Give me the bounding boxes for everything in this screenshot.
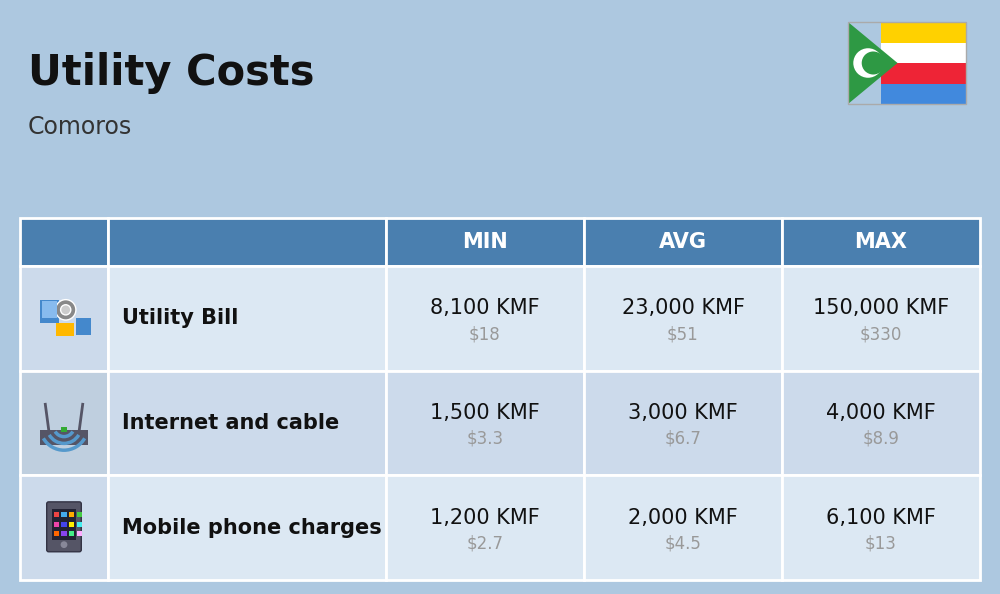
Text: $13: $13 <box>865 535 897 552</box>
Text: Internet and cable: Internet and cable <box>122 413 339 433</box>
Text: Utility Bill: Utility Bill <box>122 308 238 328</box>
Bar <box>782 371 980 475</box>
Bar <box>386 371 584 475</box>
Text: 1,500 KMF: 1,500 KMF <box>430 403 540 423</box>
Text: Utility Costs: Utility Costs <box>28 52 314 94</box>
Bar <box>584 266 782 371</box>
Bar <box>20 266 108 371</box>
Bar <box>782 266 980 371</box>
Text: 3,000 KMF: 3,000 KMF <box>628 403 738 423</box>
Bar <box>584 371 782 475</box>
Bar <box>56 323 74 336</box>
FancyBboxPatch shape <box>47 502 81 552</box>
Bar <box>40 299 59 324</box>
Text: $4.5: $4.5 <box>665 535 701 552</box>
Bar <box>386 475 584 580</box>
Bar <box>61 513 67 517</box>
Text: MAX: MAX <box>854 232 908 252</box>
Bar <box>881 84 966 104</box>
Text: 4,000 KMF: 4,000 KMF <box>826 403 936 423</box>
Text: MIN: MIN <box>462 232 508 252</box>
Text: Mobile phone charges: Mobile phone charges <box>122 517 382 538</box>
Bar <box>77 513 82 517</box>
Text: Comoros: Comoros <box>28 115 132 139</box>
Text: $3.3: $3.3 <box>466 430 504 448</box>
Text: 8,100 KMF: 8,100 KMF <box>430 298 540 318</box>
Circle shape <box>61 541 67 548</box>
Bar <box>108 266 386 371</box>
Bar <box>386 266 584 371</box>
Text: $2.7: $2.7 <box>466 535 504 552</box>
Text: 1,200 KMF: 1,200 KMF <box>430 508 540 527</box>
Text: $51: $51 <box>667 326 699 343</box>
Bar <box>20 371 108 475</box>
Bar <box>881 63 966 84</box>
Bar <box>69 522 74 527</box>
Bar <box>108 371 386 475</box>
Bar <box>52 509 76 539</box>
Bar <box>61 427 67 432</box>
Bar <box>77 531 82 536</box>
Bar <box>782 218 980 266</box>
Bar <box>848 22 966 104</box>
Text: $18: $18 <box>469 326 501 343</box>
Bar <box>61 522 67 527</box>
Bar <box>40 430 88 445</box>
Bar <box>54 522 59 527</box>
Bar <box>108 218 386 266</box>
Bar <box>20 475 108 580</box>
Text: 150,000 KMF: 150,000 KMF <box>813 298 949 318</box>
Bar <box>881 43 966 63</box>
Text: $6.7: $6.7 <box>665 430 701 448</box>
Bar <box>61 531 67 536</box>
Bar <box>76 318 91 336</box>
Bar <box>69 531 74 536</box>
Text: 2,000 KMF: 2,000 KMF <box>628 508 738 527</box>
Bar <box>20 218 108 266</box>
Bar <box>69 513 74 517</box>
Bar <box>782 475 980 580</box>
Bar <box>584 218 782 266</box>
Bar <box>584 475 782 580</box>
Text: AVG: AVG <box>659 232 707 252</box>
Bar <box>42 301 57 318</box>
Circle shape <box>56 299 76 320</box>
Circle shape <box>853 48 883 78</box>
Text: 6,100 KMF: 6,100 KMF <box>826 508 936 527</box>
Bar <box>54 531 59 536</box>
Bar <box>54 513 59 517</box>
Circle shape <box>862 52 885 74</box>
Text: $8.9: $8.9 <box>863 430 899 448</box>
Text: $330: $330 <box>860 326 902 343</box>
Bar <box>881 22 966 43</box>
Bar <box>108 475 386 580</box>
Text: 23,000 KMF: 23,000 KMF <box>622 298 744 318</box>
Bar <box>77 522 82 527</box>
Circle shape <box>61 305 71 315</box>
Bar <box>386 218 584 266</box>
Polygon shape <box>848 22 898 104</box>
